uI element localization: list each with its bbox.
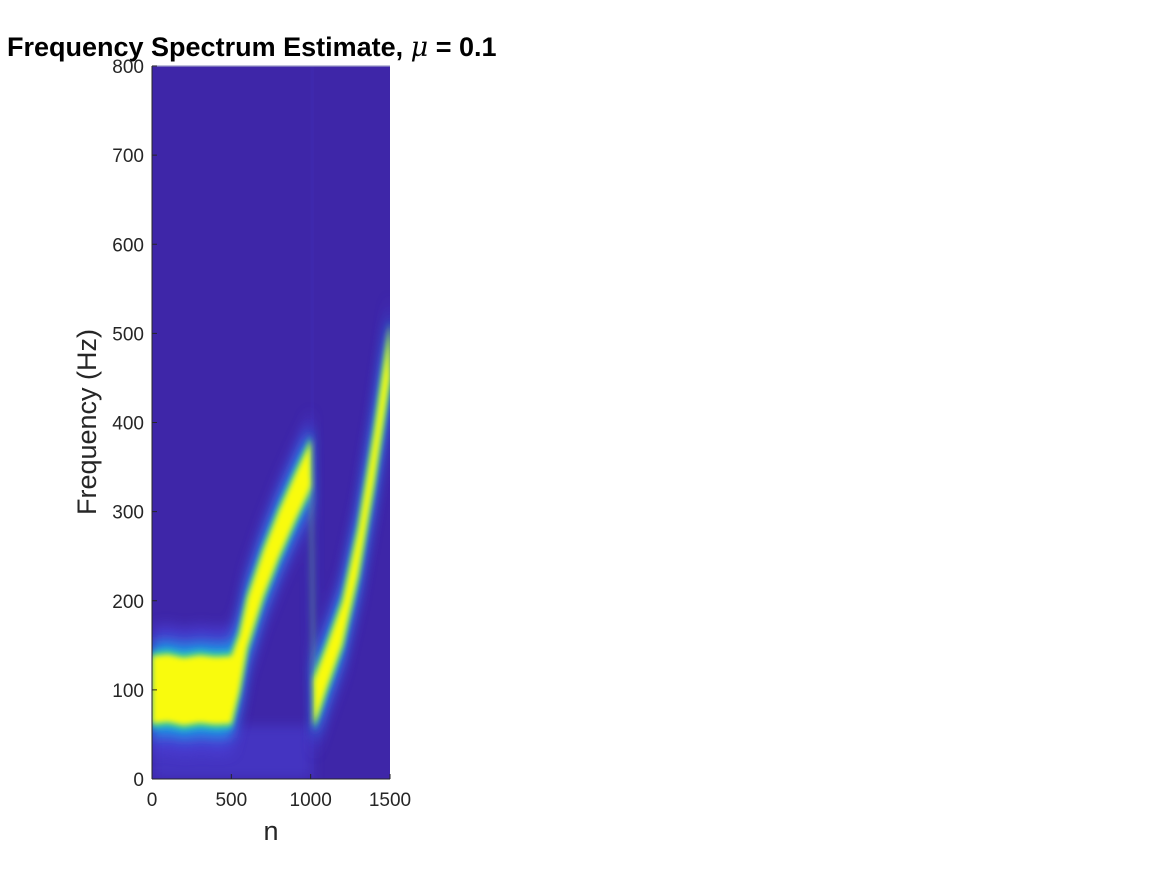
y-tick-label: 0 (133, 770, 144, 791)
heatmap-band-peak (152, 324, 390, 727)
y-tick-label: 100 (112, 681, 144, 702)
x-tick-label: 1500 (369, 790, 411, 811)
y-axis-label: Frequency (Hz) (72, 329, 102, 515)
y-tick-label: 600 (112, 235, 144, 256)
y-axis-ticks: 0 100 200 300 400 500 600 700 800 (112, 57, 157, 791)
heatmap-reset-streak (311, 66, 314, 779)
y-tick-label: 300 (112, 503, 144, 524)
x-axis-ticks: 0 500 1000 1500 (147, 774, 411, 811)
x-tick-label: 1000 (290, 790, 332, 811)
heatmap-band-teal (152, 319, 390, 732)
y-tick-label: 500 (112, 324, 144, 345)
y-tick-label: 800 (112, 57, 144, 78)
y-tick-label: 200 (112, 592, 144, 613)
x-tick-label: 500 (215, 790, 247, 811)
plot-area (152, 66, 390, 779)
y-tick-label: 700 (112, 146, 144, 167)
x-tick-label: 0 (147, 790, 158, 811)
chart-title: Frequency Spectrum Estimate, μ = 0.1 (7, 32, 497, 63)
heatmap-ridge (152, 66, 390, 779)
x-axis-label: n (263, 816, 278, 846)
title-mu-symbol: μ (411, 32, 429, 63)
y-tick-label: 400 (112, 414, 144, 435)
